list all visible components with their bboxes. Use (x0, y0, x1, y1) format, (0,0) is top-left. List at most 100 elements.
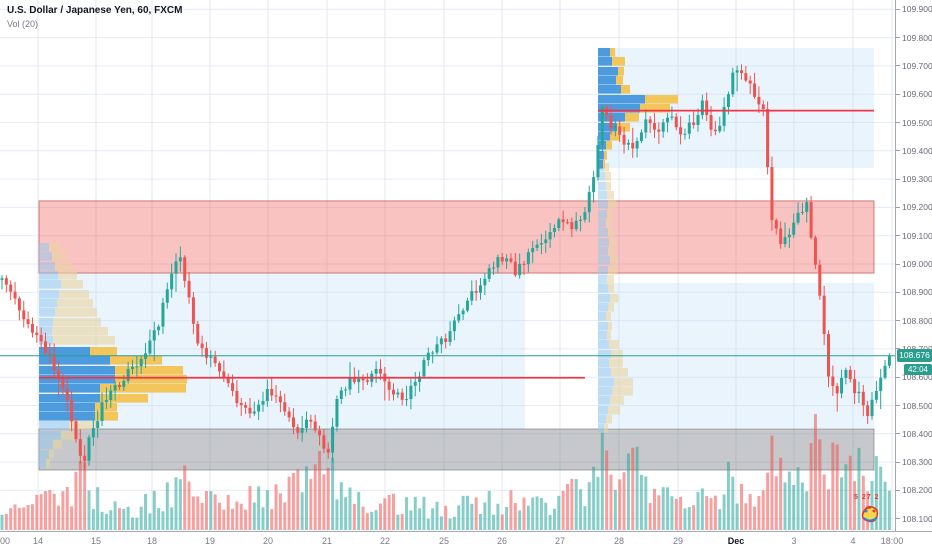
candle-body (479, 285, 482, 293)
volume-profile-right-faint-bar (607, 191, 614, 200)
candle-body (805, 202, 809, 212)
volume-bar (731, 476, 735, 530)
volume-bar (796, 467, 800, 530)
volume-profile-left-bar (95, 412, 118, 421)
candle-body (239, 403, 243, 406)
volume-profile-right-bar (640, 104, 670, 113)
volume-profile-right-faint-bar (611, 368, 628, 377)
candle-body (666, 117, 670, 123)
volume-bar (809, 443, 813, 530)
candle-body (753, 83, 757, 97)
price-axis-label: 108.900 (902, 287, 932, 298)
price-axis-label: 109.100 (902, 230, 932, 241)
profile-background-box (39, 273, 525, 429)
volume-bar (218, 502, 221, 530)
candle-body (439, 338, 443, 345)
volume-profile-left-faint-bar (53, 336, 115, 345)
candle-body (583, 212, 587, 220)
candle-body (709, 115, 713, 130)
volume-profile-right-faint-bar (608, 303, 614, 312)
candle-body (653, 123, 656, 130)
candle-body (496, 257, 500, 268)
volume-bar (648, 503, 652, 530)
candle-body (26, 319, 30, 324)
price-axis-label: 109.900 (902, 4, 932, 15)
volume-bar (670, 496, 674, 530)
candle-body (274, 395, 278, 397)
volume-bar (22, 507, 26, 530)
candle-body (457, 314, 461, 321)
time-axis-label: 3 (791, 536, 797, 546)
candle-body (174, 261, 178, 274)
volume-bar (474, 497, 478, 530)
volume-bar (152, 490, 156, 530)
volume-bar (848, 455, 852, 530)
candle-body (96, 421, 100, 429)
volume-bar (583, 506, 587, 530)
candle-body (22, 310, 26, 320)
volume-bar (787, 471, 791, 530)
volume-bar (766, 472, 770, 530)
volume-bar (187, 481, 191, 530)
volume-bar (39, 494, 43, 530)
volume-profile-left-faint-bar (39, 431, 61, 440)
candle-body (248, 407, 252, 414)
candle-body (435, 344, 439, 353)
candle-body (518, 263, 522, 276)
volume-bar (283, 502, 287, 530)
volume-bar (622, 472, 626, 530)
volume-bar (209, 491, 213, 530)
candle-body (361, 378, 365, 381)
volume-profile-right-bar (598, 95, 645, 104)
volume-bar (631, 447, 635, 530)
candle-body (539, 243, 543, 245)
candle-body (622, 134, 626, 145)
time-axis[interactable]: 00 14 15 18 19 20 21 22 25 26 27 28 29 Dec 3 4 18:00 (0, 531, 932, 550)
candle-body (144, 353, 148, 360)
candle-body (679, 127, 683, 135)
price-axis[interactable]: 108.676 42:04 109.900 109.800 109.700 109.6… (895, 0, 932, 531)
volume-profile-left-bar (100, 394, 148, 403)
chart-pane[interactable]: U.S. Dollar / Japanese Yen, 60, FXCM Vol… (0, 0, 895, 531)
volume-bar (135, 517, 139, 530)
volume-bar (457, 505, 461, 530)
volume-indicator-label[interactable]: Vol (20) (7, 19, 39, 29)
symbol-title[interactable]: U.S. Dollar / Japanese Yen, 60, FXCM (7, 5, 183, 16)
volume-profile-right-bar (598, 85, 621, 94)
volume-bar (661, 487, 665, 530)
time-axis-label: 15 (90, 536, 102, 546)
candle-body (152, 330, 156, 341)
candle-body (109, 390, 113, 401)
volume-bar (257, 486, 261, 530)
volume-bar (448, 518, 452, 530)
chart-canvas[interactable] (0, 0, 895, 531)
volume-bar (170, 507, 174, 530)
volume-profile-right-faint-bar (598, 387, 612, 396)
volume-profile-left-bar (110, 356, 162, 365)
volume-bar (374, 510, 378, 530)
volume-profile-left-faint-bar (39, 243, 49, 252)
volume-profile-right-bar (603, 160, 605, 169)
volume-profile-right-faint-bar (608, 228, 614, 237)
volume-bar (139, 506, 143, 530)
candle-body (783, 237, 787, 245)
candle-body (757, 96, 761, 105)
volume-bar (522, 497, 526, 530)
volume-profile-left-bar (39, 394, 100, 403)
volume-bar (857, 447, 861, 530)
last-price-tag: 108.676 (897, 349, 932, 363)
volume-profile-right-faint-bar (598, 378, 614, 387)
volume-profile-right-faint-bar (598, 294, 610, 303)
volume-profile-right-faint-bar (598, 359, 609, 368)
volume-profile-left-bar (39, 366, 115, 375)
volume-bar (879, 466, 883, 530)
volume-profile-right-faint-bar (598, 238, 609, 247)
volume-profile-right-faint-bar (614, 378, 633, 387)
volume-profile-right-faint-bar (612, 387, 633, 396)
candle-body (857, 391, 861, 394)
candle-body (387, 381, 391, 390)
volume-bar (544, 502, 548, 530)
candle-body (722, 106, 726, 126)
volume-profile-right-bar (604, 151, 607, 160)
price-axis-label: 109.400 (902, 145, 932, 156)
